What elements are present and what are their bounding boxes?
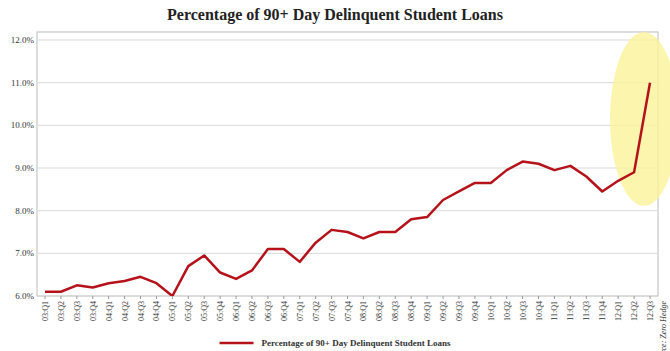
grid-line bbox=[37, 40, 658, 41]
x-tick-label: 05:Q2 bbox=[184, 301, 193, 321]
x-tick-label: 11:Q2 bbox=[566, 301, 575, 321]
x-tick bbox=[172, 296, 173, 299]
x-tick bbox=[45, 296, 46, 299]
x-tick-label: 11:Q1 bbox=[550, 301, 559, 321]
x-tick-label: 12:Q1 bbox=[614, 301, 623, 321]
x-tick bbox=[538, 296, 539, 299]
x-tick bbox=[315, 296, 316, 299]
x-tick bbox=[156, 296, 157, 299]
x-tick bbox=[474, 296, 475, 299]
y-tick-label: 12.0% bbox=[11, 35, 35, 45]
x-tick-label: 09:Q1 bbox=[423, 301, 432, 321]
x-tick bbox=[379, 296, 380, 299]
x-tick bbox=[411, 296, 412, 299]
x-tick bbox=[490, 296, 491, 299]
x-tick bbox=[347, 296, 348, 299]
grid-line bbox=[37, 125, 658, 126]
x-tick bbox=[267, 296, 268, 299]
x-tick-label: 08:Q1 bbox=[359, 301, 368, 321]
x-tick bbox=[522, 296, 523, 299]
x-tick bbox=[220, 296, 221, 299]
chart: Percentage of 90+ Day Delinquent Student… bbox=[0, 0, 670, 351]
x-tick-label: 10:Q3 bbox=[519, 301, 528, 321]
y-tick-label: 9.0% bbox=[15, 163, 34, 173]
x-tick-label: 12:Q2 bbox=[630, 301, 639, 321]
x-tick-label: 05:Q3 bbox=[200, 301, 209, 321]
x-tick bbox=[506, 296, 507, 299]
x-tick-label: 07:Q3 bbox=[328, 301, 337, 321]
x-tick bbox=[650, 296, 651, 299]
x-tick bbox=[602, 296, 603, 299]
x-tick-label: 06:Q3 bbox=[264, 301, 273, 321]
x-tick bbox=[204, 296, 205, 299]
x-tick bbox=[634, 296, 635, 299]
x-tick-label: 04:Q1 bbox=[105, 301, 114, 321]
grid-line bbox=[37, 82, 658, 83]
x-tick-label: 07:Q2 bbox=[312, 301, 321, 321]
x-tick-label: 04:Q2 bbox=[121, 301, 130, 321]
plot-area bbox=[45, 83, 650, 296]
x-tick bbox=[299, 296, 300, 299]
x-tick-label: 09:Q2 bbox=[439, 301, 448, 321]
x-tick bbox=[443, 296, 444, 299]
x-tick-label: 06:Q1 bbox=[232, 301, 241, 321]
x-tick-label: 06:Q4 bbox=[280, 301, 289, 321]
grid-line bbox=[37, 210, 658, 211]
x-tick-label: 03:Q3 bbox=[73, 301, 82, 321]
x-tick-label: 06:Q2 bbox=[248, 301, 257, 321]
y-tick-label: 8.0% bbox=[15, 206, 34, 216]
series-line bbox=[45, 83, 650, 296]
y-tick-label: 10.0% bbox=[11, 120, 35, 130]
x-tick-label: 08:Q4 bbox=[407, 301, 416, 321]
x-tick bbox=[283, 296, 284, 299]
x-tick bbox=[331, 296, 332, 299]
x-tick bbox=[458, 296, 459, 299]
x-tick bbox=[60, 296, 61, 299]
legend-swatch bbox=[220, 342, 254, 345]
x-tick bbox=[92, 296, 93, 299]
y-tick-label: 6.0% bbox=[15, 291, 34, 301]
legend-label: Percentage of 90+ Day Delinquent Student… bbox=[262, 338, 451, 348]
x-tick bbox=[188, 296, 189, 299]
x-tick bbox=[586, 296, 587, 299]
x-tick bbox=[140, 296, 141, 299]
x-tick-label: 05:Q1 bbox=[168, 301, 177, 321]
x-tick-label: 10:Q2 bbox=[503, 301, 512, 321]
plot-frame bbox=[37, 32, 658, 296]
x-tick-label: 09:Q3 bbox=[455, 301, 464, 321]
x-tick bbox=[618, 296, 619, 299]
x-tick-label: 10:Q1 bbox=[487, 301, 496, 321]
x-tick bbox=[570, 296, 571, 299]
x-tick-label: 10:Q4 bbox=[535, 301, 544, 321]
x-tick-label: 07:Q1 bbox=[296, 301, 305, 321]
x-tick-label: 09:Q4 bbox=[471, 301, 480, 321]
x-tick-label: 11:Q4 bbox=[598, 301, 607, 321]
x-tick-label: 03:Q4 bbox=[89, 301, 98, 321]
x-tick-label: 11:Q3 bbox=[582, 301, 591, 321]
x-tick-label: 03:Q2 bbox=[57, 301, 66, 321]
x-tick bbox=[76, 296, 77, 299]
x-tick-label: 04:Q3 bbox=[137, 301, 146, 321]
x-tick bbox=[251, 296, 252, 299]
x-tick-label: 08:Q3 bbox=[391, 301, 400, 321]
x-tick bbox=[427, 296, 428, 299]
source-note: Source: Zero Hedge bbox=[659, 301, 668, 351]
x-tick bbox=[554, 296, 555, 299]
x-tick bbox=[236, 296, 237, 299]
x-tick bbox=[108, 296, 109, 299]
x-tick-label: 12:Q3 bbox=[646, 301, 655, 321]
x-tick-label: 03:Q1 bbox=[41, 301, 50, 321]
x-tick bbox=[124, 296, 125, 299]
title: Percentage of 90+ Day Delinquent Student… bbox=[167, 6, 503, 24]
x-tick bbox=[395, 296, 396, 299]
y-tick-label: 11.0% bbox=[11, 78, 34, 88]
x-tick-label: 04:Q4 bbox=[152, 301, 161, 321]
x-tick-label: 05:Q4 bbox=[216, 301, 225, 321]
x-tick-label: 08:Q2 bbox=[375, 301, 384, 321]
grid-line bbox=[37, 253, 658, 254]
y-tick-label: 7.0% bbox=[15, 248, 34, 258]
x-tick-label: 07:Q4 bbox=[344, 301, 353, 321]
x-tick bbox=[363, 296, 364, 299]
